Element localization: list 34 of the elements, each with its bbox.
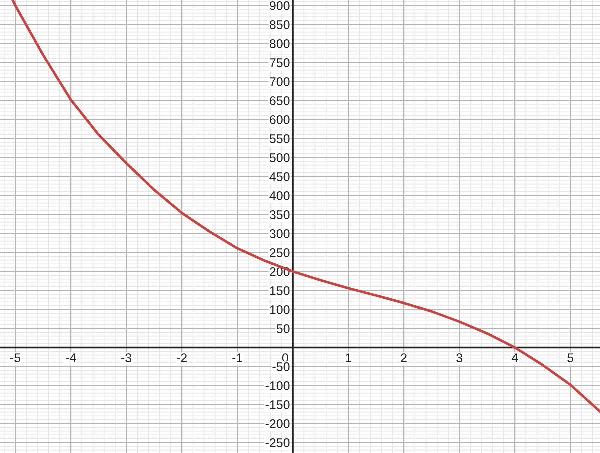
y-tick-label: 850 bbox=[270, 20, 290, 30]
y-tick-label: 300 bbox=[270, 230, 290, 238]
x-tick-label: -2 bbox=[177, 354, 187, 362]
y-tick-label: 350 bbox=[270, 210, 290, 220]
y-tick-label: 100 bbox=[270, 306, 290, 314]
y-tick-label: 800 bbox=[270, 40, 290, 48]
y-tick-label: -100 bbox=[266, 382, 290, 390]
x-tick-label: 0 bbox=[282, 354, 288, 362]
y-tick-label: 900 bbox=[270, 2, 290, 10]
x-tick-label: 5 bbox=[568, 354, 574, 362]
y-tick-label: 500 bbox=[270, 154, 290, 162]
x-tick-label: 1 bbox=[346, 354, 352, 362]
y-tick-label: 50 bbox=[276, 324, 290, 334]
y-tick-label: -50 bbox=[272, 362, 290, 372]
y-tick-label: -200 bbox=[266, 420, 290, 428]
y-tick-label: -150 bbox=[266, 400, 290, 410]
x-tick-label: 3 bbox=[456, 354, 462, 362]
x-tick-label: -5 bbox=[10, 354, 21, 362]
y-tick-label: -250 bbox=[266, 438, 290, 448]
y-tick-label: 650 bbox=[270, 96, 290, 106]
x-tick-label: -1 bbox=[232, 354, 243, 362]
line-series bbox=[12, 0, 600, 413]
y-tick-label: 150 bbox=[270, 286, 290, 296]
y-tick-label: 550 bbox=[270, 134, 290, 144]
y-tick-label: 400 bbox=[270, 192, 290, 200]
y-tick-label: 750 bbox=[270, 58, 290, 68]
x-tick-label: 2 bbox=[401, 354, 407, 362]
y-tick-label: 250 bbox=[270, 248, 290, 258]
y-tick-label: 600 bbox=[270, 116, 290, 124]
x-tick-label: -3 bbox=[122, 354, 132, 362]
y-tick-label: 700 bbox=[270, 78, 290, 86]
x-tick-label: -4 bbox=[66, 354, 76, 362]
x-tick-label: 4 bbox=[512, 354, 518, 362]
y-tick-label: 450 bbox=[270, 172, 290, 182]
